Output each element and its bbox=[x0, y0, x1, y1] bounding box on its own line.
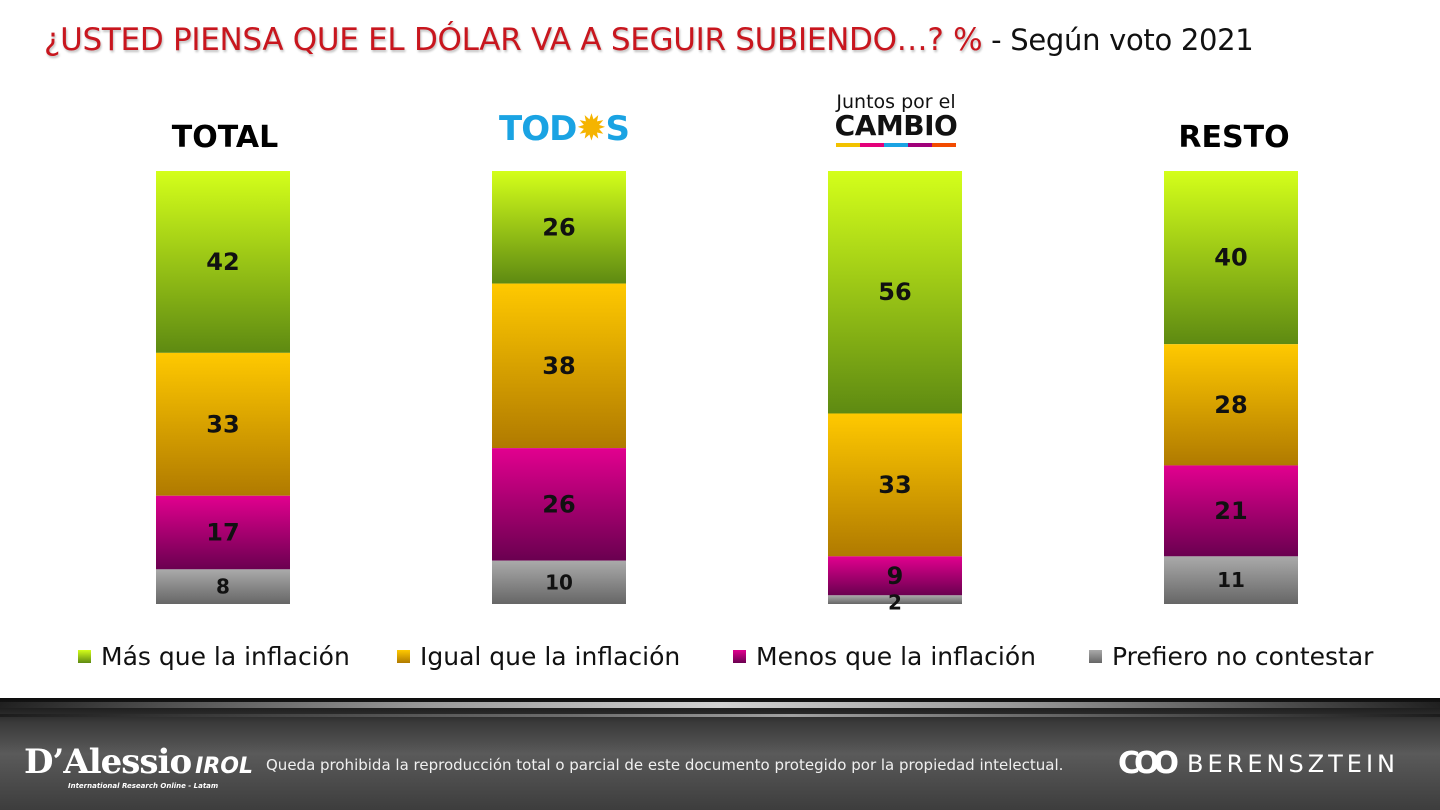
legend-label-prefiero: Prefiero no contestar bbox=[1112, 642, 1374, 671]
bar-segment-igual-2 bbox=[828, 413, 962, 557]
bar-segment-igual-1 bbox=[492, 283, 626, 449]
page-title: ¿USTED PIENSA QUE EL DÓLAR VA A SEGUIR S… bbox=[44, 22, 1254, 58]
bar-segment-prefiero-1 bbox=[492, 560, 626, 604]
data-label-mas-2: 56 bbox=[878, 278, 911, 306]
legend-swatch-menos bbox=[733, 650, 746, 663]
legend-item-igual: Igual que la inflación bbox=[397, 642, 680, 671]
berensztein-logo: COO BERENSZTEIN bbox=[1118, 746, 1399, 781]
data-label-igual-3: 28 bbox=[1214, 391, 1247, 419]
footer-shine bbox=[0, 702, 1440, 708]
bar-segment-prefiero-2 bbox=[828, 595, 962, 604]
legend-label-mas: Más que la inflación bbox=[101, 642, 350, 671]
legend-swatch-prefiero bbox=[1089, 650, 1102, 663]
jxc-logo-stripe bbox=[836, 143, 956, 147]
jxc-logo-big: CAMBIO bbox=[834, 109, 958, 142]
legend: Más que la inflación Igual que la inflaci… bbox=[0, 642, 1440, 678]
data-label-igual-0: 33 bbox=[206, 410, 239, 438]
data-label-menos-3: 21 bbox=[1214, 497, 1247, 525]
bar-segment-menos-2 bbox=[828, 556, 962, 596]
bar-segment-prefiero-3 bbox=[1164, 556, 1298, 604]
footer: D’Alessio IROL International Research Onl… bbox=[0, 698, 1440, 810]
data-label-igual-2: 33 bbox=[878, 471, 911, 499]
bar-segment-menos-1 bbox=[492, 448, 626, 561]
bar-segment-menos-3 bbox=[1164, 465, 1298, 557]
data-label-mas-3: 40 bbox=[1214, 244, 1247, 272]
title-question: ¿USTED PIENSA QUE EL DÓLAR VA A SEGUIR S… bbox=[44, 22, 983, 58]
berensztein-mark-icon: COO bbox=[1118, 746, 1179, 781]
bars-group: 42 33 17 8 26 38 26 10 56 33 92 40 28 21 11 bbox=[156, 171, 1298, 615]
legend-swatch-mas bbox=[78, 650, 91, 663]
bar-segment-mas-1 bbox=[492, 171, 626, 284]
header-jxc-logo: Juntos por el CAMBIO bbox=[776, 93, 1016, 147]
bar-segment-mas-0 bbox=[156, 171, 290, 353]
footer-shine-2 bbox=[0, 714, 1440, 717]
data-label-mas-0: 42 bbox=[206, 248, 239, 276]
stacked-bar-chart: 42 33 17 8 26 38 26 10 56 33 92 40 28 21 11 bbox=[156, 171, 1298, 615]
data-label-menos-0: 17 bbox=[206, 519, 239, 547]
dalessio-logo: D’Alessio IROL International Research Onl… bbox=[24, 742, 253, 790]
legend-item-mas: Más que la inflación bbox=[78, 642, 350, 671]
data-label-prefiero-2: 2 bbox=[888, 591, 902, 615]
bar-segment-mas-3 bbox=[1164, 171, 1298, 345]
bar-segment-igual-3 bbox=[1164, 344, 1298, 466]
data-label-menos-2: 9 bbox=[887, 562, 904, 590]
data-label-prefiero-3: 11 bbox=[1217, 568, 1245, 592]
data-label-igual-1: 38 bbox=[542, 352, 575, 380]
bar-segment-prefiero-0 bbox=[156, 569, 290, 604]
todos-logo-text-right: S bbox=[605, 109, 630, 149]
legend-swatch-igual bbox=[397, 650, 410, 663]
bar-segment-menos-0 bbox=[156, 495, 290, 570]
sun-icon: ✹ bbox=[576, 108, 606, 149]
header-resto: RESTO bbox=[1178, 120, 1290, 155]
bar-segment-igual-0 bbox=[156, 352, 290, 496]
bar-segment-mas-2 bbox=[828, 171, 962, 414]
jxc-logo-small: Juntos por el bbox=[836, 91, 956, 113]
title-subtitle: - Según voto 2021 bbox=[982, 23, 1254, 57]
dalessio-tagline: International Research Online - Latam bbox=[68, 782, 219, 790]
data-label-prefiero-1: 10 bbox=[545, 570, 573, 594]
legend-label-igual: Igual que la inflación bbox=[420, 642, 681, 671]
irol-logo-text: IROL bbox=[195, 754, 253, 779]
berensztein-logo-text: BERENSZTEIN bbox=[1187, 749, 1399, 778]
header-todos-logo: TOD✹S bbox=[444, 108, 684, 149]
dalessio-logo-text: D’Alessio bbox=[24, 742, 192, 782]
legend-item-prefiero: Prefiero no contestar bbox=[1089, 642, 1373, 671]
legend-label-menos: Menos que la inflación bbox=[756, 642, 1037, 671]
legend-item-menos: Menos que la inflación bbox=[733, 642, 1036, 671]
header-total: TOTAL bbox=[171, 120, 279, 155]
todos-logo-text-left: TOD bbox=[499, 109, 577, 149]
data-label-menos-1: 26 bbox=[542, 490, 575, 518]
copyright-disclaimer: Queda prohibida la reproducción total o … bbox=[266, 756, 1064, 774]
data-label-mas-1: 26 bbox=[542, 213, 575, 241]
data-label-prefiero-0: 8 bbox=[216, 575, 230, 599]
